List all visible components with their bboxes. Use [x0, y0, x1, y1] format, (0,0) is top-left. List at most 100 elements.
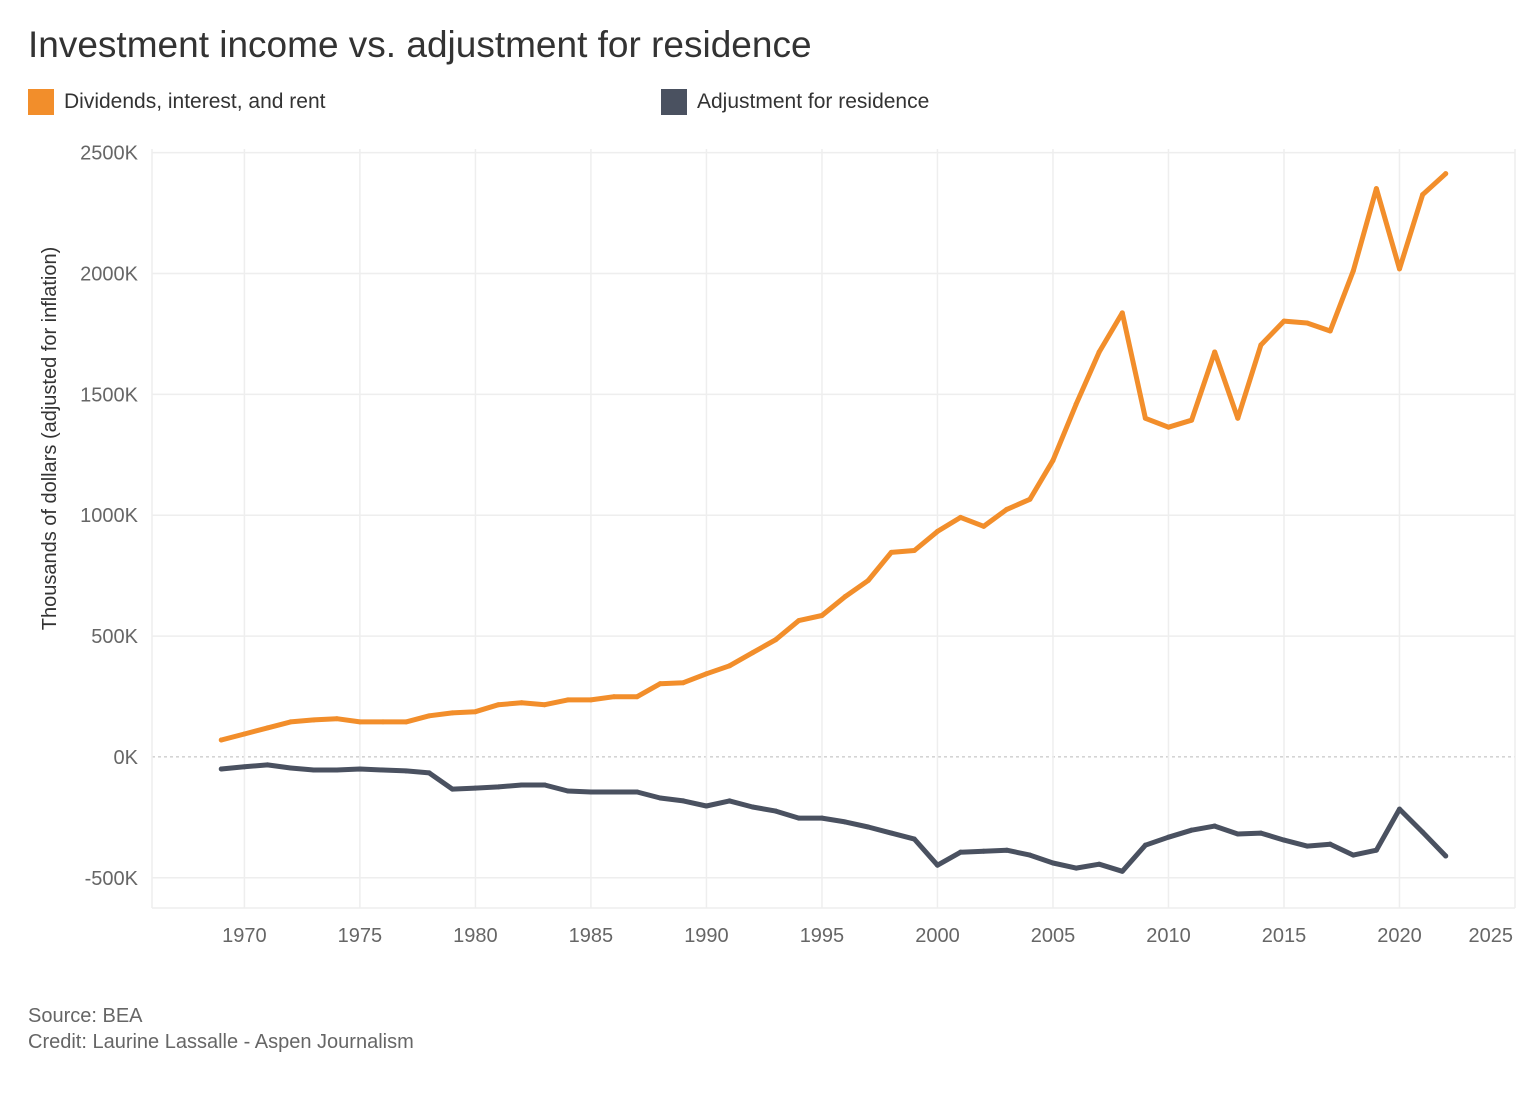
data-point: [888, 549, 894, 555]
data-point: [218, 766, 224, 772]
data-point: [1304, 320, 1310, 326]
series-line: [218, 762, 1449, 874]
data-point: [588, 789, 594, 795]
data-point: [1420, 829, 1426, 835]
data-point: [218, 737, 224, 743]
data-point: [1212, 349, 1218, 355]
data-point: [1281, 837, 1287, 843]
series-dividends: [218, 171, 1449, 743]
data-point: [819, 613, 825, 619]
data-point: [727, 798, 733, 804]
data-point: [334, 716, 340, 722]
x-tick-label: 2015: [1262, 925, 1307, 947]
data-point: [357, 766, 363, 772]
data-point: [542, 782, 548, 788]
data-point: [842, 819, 848, 825]
x-tick-label: 1995: [800, 925, 845, 947]
data-point: [1443, 853, 1449, 859]
data-point: [288, 719, 294, 725]
data-point: [1004, 847, 1010, 853]
y-tick-label: -500K: [85, 868, 139, 890]
data-point: [934, 528, 940, 534]
data-point: [403, 768, 409, 774]
data-point: [1373, 186, 1379, 192]
data-point: [1235, 831, 1241, 837]
data-point: [1443, 171, 1449, 177]
x-tick-label: 1985: [569, 925, 614, 947]
data-point: [449, 710, 455, 716]
data-point: [796, 618, 802, 624]
data-point: [1096, 349, 1102, 355]
data-point: [1420, 192, 1426, 198]
data-point: [1004, 506, 1010, 512]
data-point: [1350, 852, 1356, 858]
data-point: [565, 788, 571, 794]
data-point: [288, 765, 294, 771]
data-point: [634, 789, 640, 795]
data-point: [727, 663, 733, 669]
data-point: [1073, 865, 1079, 871]
source-note: Source: BEA: [28, 1005, 143, 1027]
data-point: [1396, 266, 1402, 272]
data-point: [1050, 457, 1056, 463]
legend-item-dividends: Dividends, interest, and rent: [28, 89, 325, 115]
data-point: [958, 849, 964, 855]
data-point: [519, 700, 525, 706]
data-point: [934, 862, 940, 868]
data-point: [334, 767, 340, 773]
data-point: [657, 681, 663, 687]
data-point: [565, 697, 571, 703]
data-point: [1189, 827, 1195, 833]
data-point: [1235, 415, 1241, 421]
credit-note: Credit: Laurine Lassalle - Aspen Journal…: [28, 1031, 414, 1053]
data-point: [265, 725, 271, 731]
data-point: [588, 697, 594, 703]
data-point: [750, 804, 756, 810]
data-point: [611, 789, 617, 795]
data-point: [865, 577, 871, 583]
data-point: [1165, 834, 1171, 840]
data-point: [1050, 860, 1056, 866]
data-point: [1027, 496, 1033, 502]
data-point: [357, 719, 363, 725]
data-point: [1096, 861, 1102, 867]
data-point: [472, 785, 478, 791]
data-point: [1027, 852, 1033, 858]
data-point: [449, 786, 455, 792]
x-tick-label: 2020: [1377, 925, 1422, 947]
data-point: [380, 767, 386, 773]
data-point: [311, 717, 317, 723]
data-point: [1304, 843, 1310, 849]
data-point: [958, 514, 964, 520]
data-point: [773, 637, 779, 643]
y-axis-title: Thousands of dollars (adjusted for infla…: [39, 247, 61, 631]
data-point: [680, 798, 686, 804]
x-tick-label: 1970: [222, 925, 267, 947]
y-tick-label: 2500K: [80, 143, 138, 165]
data-point: [865, 824, 871, 830]
data-point: [426, 713, 432, 719]
legend-item-adjustment: Adjustment for residence: [661, 89, 929, 115]
x-tick-label: 1990: [684, 925, 729, 947]
data-point: [1396, 806, 1402, 812]
data-point: [241, 731, 247, 737]
x-tick-label: 1975: [338, 925, 383, 947]
y-tick-label: 1000K: [80, 505, 138, 527]
data-point: [750, 650, 756, 656]
data-point: [703, 671, 709, 677]
data-point: [1350, 268, 1356, 274]
data-point: [888, 830, 894, 836]
data-point: [1212, 823, 1218, 829]
data-point: [1165, 424, 1171, 430]
legend-label-dividends: Dividends, interest, and rent: [64, 90, 326, 113]
legend-swatch-dividends: [28, 89, 54, 115]
x-tick-label: 2005: [1031, 925, 1076, 947]
data-point: [981, 523, 987, 529]
data-point: [981, 848, 987, 854]
data-point: [1373, 847, 1379, 853]
data-point: [1073, 401, 1079, 407]
data-point: [773, 808, 779, 814]
chart-title: Investment income vs. adjustment for res…: [28, 24, 812, 65]
data-point: [265, 762, 271, 768]
data-point: [911, 836, 917, 842]
